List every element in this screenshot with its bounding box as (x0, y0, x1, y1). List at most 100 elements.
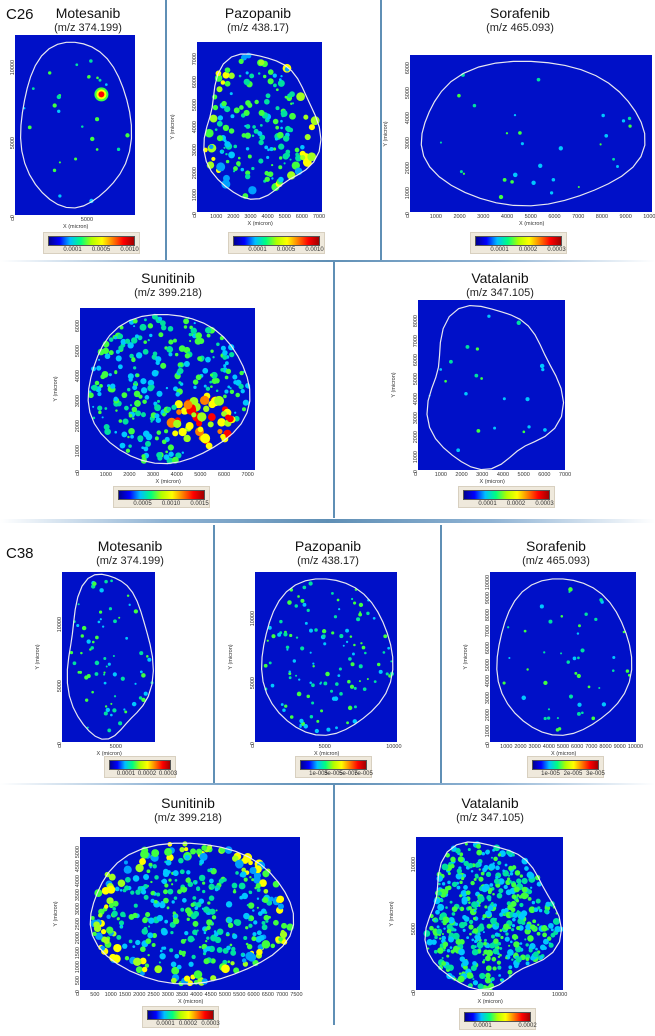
intensity-spot (117, 879, 126, 888)
intensity-spot (131, 406, 138, 413)
intensity-spot (155, 356, 162, 363)
intensity-spot (160, 901, 165, 905)
intensity-spot (153, 899, 158, 904)
intensity-spot (192, 379, 199, 385)
intensity-spot (331, 631, 335, 635)
colorbar-gradient (48, 236, 135, 246)
intensity-spot (299, 150, 306, 158)
y-tick-label: 6000 (192, 76, 198, 89)
intensity-spot (128, 603, 131, 607)
intensity-spot (92, 931, 97, 937)
intensity-spot (276, 898, 281, 903)
intensity-spot (104, 705, 108, 708)
intensity-spot (112, 907, 116, 911)
intensity-spot (577, 185, 580, 188)
intensity-spot (231, 946, 236, 952)
intensity-spot (251, 134, 255, 138)
intensity-spot (487, 945, 490, 949)
colorbar: 0.0001 0.0002 0.0003 (470, 232, 567, 254)
intensity-spot (238, 383, 244, 390)
intensity-spot (282, 153, 289, 160)
intensity-spot (468, 901, 471, 904)
y-tick-label: 4000 (413, 392, 419, 405)
panel-title: Motesanib (55, 5, 121, 21)
intensity-spot (92, 405, 95, 408)
colorbar-tick-label: 3e-005 (324, 771, 343, 777)
intensity-spot (245, 147, 250, 151)
intensity-spot (433, 949, 438, 954)
intensity-spot (238, 74, 242, 78)
x-tick-label: 4000 (542, 744, 555, 750)
intensity-spot (192, 929, 198, 935)
intensity-spot (171, 966, 180, 975)
intensity-spot (470, 965, 477, 972)
intensity-spot (114, 430, 118, 434)
intensity-spot (441, 932, 444, 936)
intensity-spot (120, 676, 125, 681)
intensity-spot (478, 868, 481, 871)
intensity-spot (348, 657, 352, 661)
intensity-spot (216, 342, 220, 347)
intensity-spot (183, 434, 191, 443)
intensity-spot (174, 953, 180, 959)
intensity-spot (133, 609, 139, 614)
intensity-spot (255, 883, 261, 889)
panel-title: Sorafenib (526, 538, 586, 554)
intensity-spot (511, 882, 517, 888)
intensity-spot (175, 452, 182, 459)
intensity-spot (167, 444, 174, 451)
intensity-spot (147, 932, 154, 939)
intensity-spot (476, 429, 481, 433)
intensity-spot (119, 888, 123, 892)
intensity-spot (292, 659, 297, 663)
intensity-spot (543, 716, 547, 721)
intensity-spot (474, 939, 478, 944)
intensity-spot (511, 853, 515, 857)
intensity-spot (229, 92, 233, 96)
intensity-spot (361, 645, 366, 650)
intensity-spot (451, 906, 458, 912)
panel-title: Motesanib (97, 538, 163, 554)
intensity-spot (240, 54, 247, 61)
intensity-spot (385, 672, 389, 676)
intensity-spot (459, 170, 463, 174)
intensity-spot (132, 318, 138, 324)
intensity-spot (229, 389, 235, 394)
intensity-spot (103, 656, 107, 660)
intensity-spot (248, 890, 251, 893)
x-tick-label: 7000 (276, 992, 289, 998)
intensity-spot (497, 942, 502, 946)
y-tick-label: 5000 (250, 676, 256, 689)
intensity-spot (353, 705, 357, 709)
intensity-spot (372, 616, 376, 620)
colorbar-tick-label: 0.0001 (156, 1021, 175, 1027)
intensity-spot (135, 373, 140, 378)
intensity-spot (528, 906, 536, 914)
intensity-spot (333, 696, 339, 701)
intensity-spot (496, 892, 503, 899)
intensity-spot (130, 434, 134, 439)
intensity-spot (223, 878, 227, 882)
intensity-spot (336, 598, 340, 602)
intensity-spot (466, 936, 470, 940)
intensity-spot (541, 925, 548, 932)
intensity-spot (490, 856, 494, 859)
intensity-spot (240, 389, 245, 394)
intensity-spot (625, 669, 630, 673)
intensity-spot (166, 406, 172, 412)
intensity-spot (272, 73, 277, 78)
intensity-spot (256, 930, 262, 936)
intensity-spot (128, 413, 133, 418)
intensity-spot (349, 635, 353, 638)
intensity-spot (168, 352, 173, 357)
intensity-spot (94, 672, 99, 676)
intensity-spot (177, 367, 184, 375)
intensity-spot (390, 660, 393, 663)
intensity-spot (90, 915, 95, 921)
intensity-spot (280, 110, 288, 118)
intensity-spot (119, 442, 126, 449)
intensity-spot (209, 380, 213, 384)
intensity-spot (269, 896, 274, 902)
y-axis-label: Y (micron) (228, 644, 234, 670)
x-tick-label: 1500 (118, 992, 132, 998)
